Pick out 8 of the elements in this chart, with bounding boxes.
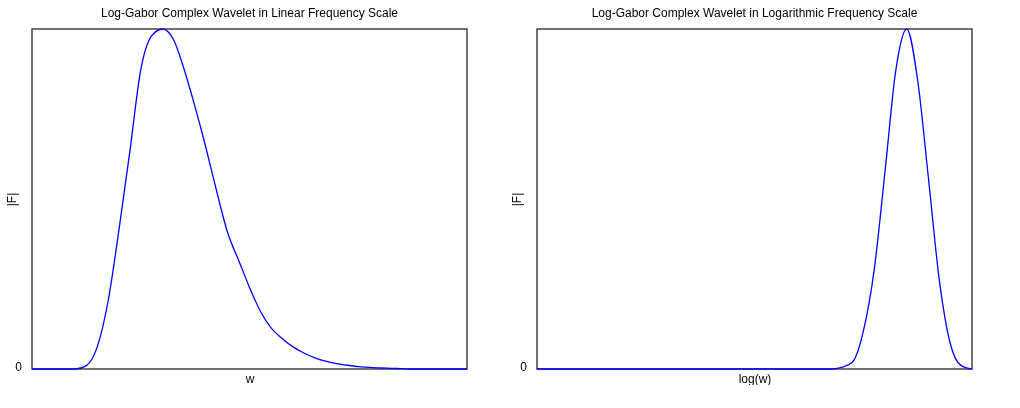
- text: 0: [520, 360, 528, 374]
- chart-title: Log-Gabor Complex Wavelet in Logarithmic Frequency Scale: [591, 6, 918, 21]
- x-axis-title: w: [244, 371, 255, 386]
- chart-title: Log-Gabor Complex Wavelet in Linear Frequency Scale: [100, 6, 399, 21]
- y-axis-title: |F|: [4, 192, 19, 207]
- text: 0: [15, 360, 23, 374]
- x-axis-title: log(w): [738, 371, 772, 386]
- y-axis-title: |F|: [509, 192, 524, 207]
